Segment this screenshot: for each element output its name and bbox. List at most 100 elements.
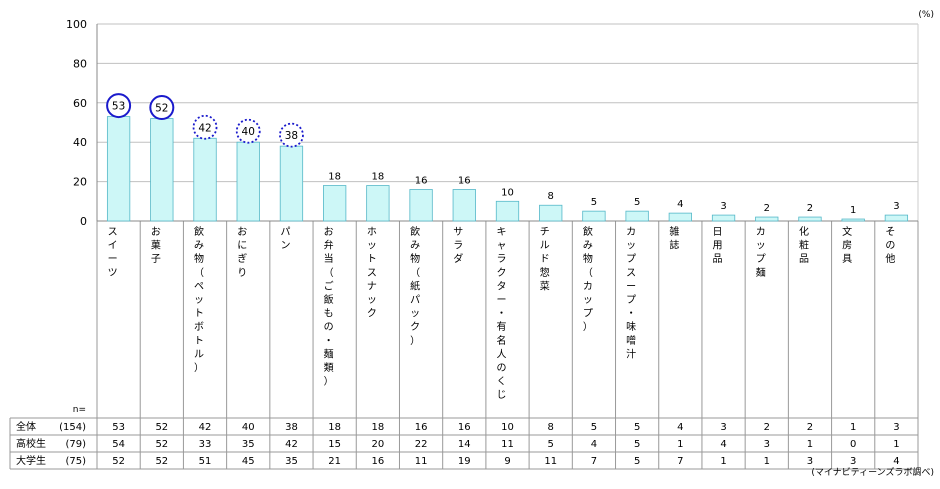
category-label: その他 — [885, 226, 895, 265]
y-tick-label: 20 — [73, 176, 87, 189]
table-cell: 20 — [372, 439, 385, 450]
table-cell: 21 — [328, 456, 341, 467]
category-label: 飲み物（紙パック） — [410, 225, 420, 347]
table-cell: 4 — [720, 439, 726, 450]
table-cell: 42 — [285, 439, 298, 450]
category-label: スイーツ — [108, 227, 118, 279]
category-label: キャラクター・有名人のくじ — [497, 227, 507, 401]
bar — [279, 145, 304, 222]
table-cell: 5 — [634, 456, 640, 467]
table-n-value: (75) — [65, 456, 86, 467]
category-label: おにぎり — [237, 226, 247, 279]
bar — [236, 141, 260, 222]
bar — [841, 218, 865, 222]
table-cell: 11 — [544, 456, 557, 467]
bar-value-label: 52 — [155, 103, 168, 115]
table-cell: 51 — [199, 456, 212, 467]
category-label: パン — [280, 226, 290, 252]
category-label: チルド惣菜 — [540, 226, 550, 292]
bar-value-label: 53 — [112, 101, 125, 113]
category-label: サラダ — [453, 226, 463, 265]
category-label: カップスープ・味噌汁 — [626, 226, 636, 360]
table-cell: 38 — [285, 422, 298, 433]
table-cell: 1 — [850, 422, 856, 433]
bar — [539, 204, 563, 222]
bar-value-label: 1 — [850, 205, 856, 216]
category-label: 化粧品 — [799, 225, 809, 265]
table-cell: 1 — [720, 456, 726, 467]
bar — [711, 214, 736, 222]
highlight-circle-dotted — [279, 122, 304, 148]
bar — [495, 200, 520, 222]
bar-value-label: 16 — [415, 175, 428, 186]
source-note: (マイナビティーンズラボ調べ) — [811, 468, 934, 478]
bar-value-label: 18 — [372, 172, 385, 183]
bar-value-label: 2 — [764, 203, 770, 214]
table-cell: 16 — [372, 456, 385, 467]
category-label: お菓子 — [151, 226, 161, 265]
category-label: カップ麺 — [756, 226, 766, 279]
table-group-label: 大学生 — [16, 454, 46, 467]
category-label: 文房具 — [842, 225, 852, 265]
table-cell: 18 — [372, 422, 385, 433]
category-label: ホットスナック — [367, 226, 377, 320]
table-n-value: (154) — [59, 422, 86, 433]
table-cell: 52 — [155, 422, 168, 433]
table-cell: 9 — [504, 456, 510, 467]
table-cell: 11 — [415, 456, 428, 467]
category-label: 飲み物（カップ） — [583, 225, 593, 333]
table-cell: 40 — [242, 422, 255, 433]
table-cell: 14 — [458, 439, 471, 450]
bar-value-label: 38 — [285, 130, 298, 142]
bar-value-label: 8 — [548, 191, 554, 202]
table-cell: 16 — [415, 422, 428, 433]
table-cell: 52 — [155, 456, 168, 467]
category-label: 雑誌 — [669, 225, 679, 252]
table-cell: 3 — [720, 422, 726, 433]
bar — [106, 116, 131, 222]
bar — [409, 189, 433, 222]
table-cell: 52 — [155, 439, 168, 450]
bar-value-label: 16 — [458, 175, 471, 186]
table-cell: 42 — [199, 422, 212, 433]
bar — [366, 185, 390, 222]
category-label: 飲み物（ペットボトル） — [194, 225, 204, 374]
table-cell: 3 — [850, 456, 856, 467]
bar-value-label: 5 — [591, 197, 597, 208]
table-group-label: 高校生 — [16, 437, 46, 450]
table-cell: 52 — [112, 456, 125, 467]
table-cell: 5 — [591, 422, 597, 433]
table-cell: 19 — [458, 456, 471, 467]
bar-value-label: 42 — [198, 122, 211, 134]
bar-value-label: 2 — [807, 203, 813, 214]
table-cell: 45 — [242, 456, 255, 467]
highlight-circle — [106, 93, 132, 119]
table-cell: 4 — [893, 456, 899, 467]
table-cell: 1 — [893, 439, 899, 450]
table-cell: 15 — [328, 439, 341, 450]
bar-value-label: 40 — [242, 126, 255, 138]
table-cell: 2 — [807, 422, 813, 433]
table-cell: 22 — [415, 439, 428, 450]
bar — [755, 216, 779, 222]
table-cell: 5 — [634, 422, 640, 433]
table-cell: 0 — [850, 439, 856, 450]
table-cell: 5 — [634, 439, 640, 450]
table-cell: 53 — [112, 422, 125, 433]
table-cell: 18 — [328, 422, 341, 433]
table-cell: 35 — [285, 456, 298, 467]
table-cell: 3 — [764, 439, 770, 450]
highlight-circle-dotted — [235, 118, 261, 144]
table-cell: 7 — [677, 456, 683, 467]
y-tick-label: 60 — [73, 97, 87, 110]
table-cell: 33 — [199, 439, 212, 450]
table-cell: 8 — [548, 422, 554, 433]
table-cell: 11 — [501, 439, 514, 450]
table-n-value: (79) — [65, 439, 86, 450]
table-cell: 35 — [242, 439, 255, 450]
bar-value-label: 18 — [328, 172, 341, 183]
table-cell: 3 — [807, 456, 813, 467]
table-cell: 4 — [591, 439, 597, 450]
y-tick-label: 0 — [80, 215, 87, 228]
